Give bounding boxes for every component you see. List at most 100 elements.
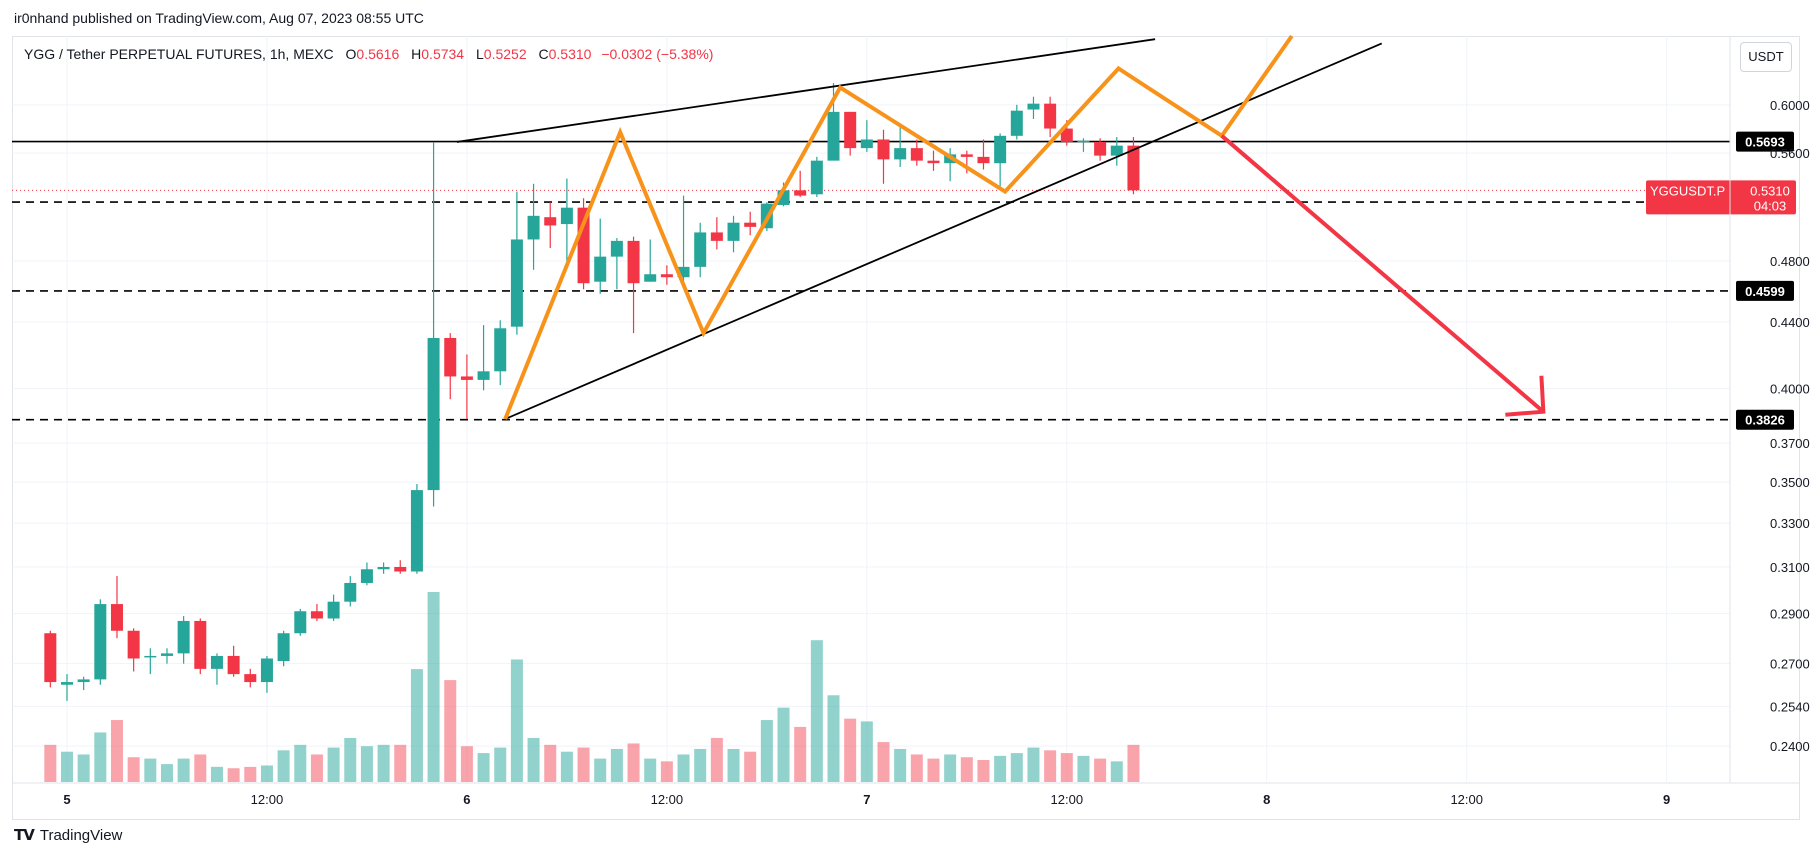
candle[interactable]	[877, 129, 890, 184]
candle[interactable]	[510, 191, 523, 335]
candle[interactable]	[527, 183, 540, 270]
candle[interactable]	[1094, 138, 1107, 161]
candle-body	[60, 682, 73, 685]
candle[interactable]	[1044, 96, 1057, 138]
candle-body	[527, 215, 540, 240]
volume-bar	[994, 755, 1007, 782]
volume-bar	[194, 754, 207, 782]
candle[interactable]	[227, 645, 240, 677]
candle[interactable]	[1010, 104, 1023, 140]
candle-body	[1127, 145, 1140, 191]
candle[interactable]	[77, 676, 90, 691]
volume-bar	[744, 751, 757, 782]
candle[interactable]	[1027, 96, 1040, 119]
candle[interactable]	[244, 668, 257, 688]
candle-body	[910, 148, 923, 161]
candle[interactable]	[210, 653, 223, 685]
volume-bar	[544, 744, 557, 782]
candle[interactable]	[660, 265, 673, 285]
volume-bar	[144, 758, 157, 782]
y-tick-label: 0.4000	[1770, 382, 1810, 397]
candle[interactable]	[994, 133, 1007, 187]
candle[interactable]	[327, 594, 340, 621]
currency-button[interactable]: USDT	[1740, 42, 1792, 72]
candle[interactable]	[144, 648, 157, 675]
volume-bar	[894, 748, 907, 782]
candle[interactable]	[544, 202, 557, 248]
candle[interactable]	[744, 211, 757, 236]
candle-body	[994, 135, 1007, 164]
candle[interactable]	[627, 236, 640, 334]
current-price-tag	[1646, 180, 1796, 215]
volume-bar	[694, 748, 707, 782]
candle[interactable]	[310, 604, 323, 621]
candle[interactable]	[1127, 137, 1140, 195]
candle[interactable]	[860, 120, 873, 152]
candle[interactable]	[594, 218, 607, 294]
candle[interactable]	[910, 139, 923, 166]
candle[interactable]	[727, 215, 740, 253]
candle[interactable]	[494, 320, 507, 386]
candle[interactable]	[710, 217, 723, 250]
candle[interactable]	[460, 354, 473, 419]
y-tick-label: 0.2540	[1770, 699, 1810, 714]
forecast-arrow[interactable]	[1220, 134, 1545, 414]
candle[interactable]	[160, 648, 173, 664]
candle[interactable]	[694, 222, 707, 278]
candle[interactable]	[344, 576, 357, 607]
candle[interactable]	[477, 325, 490, 391]
candle-body	[210, 655, 223, 669]
low-value: 0.5252	[483, 46, 527, 62]
candle[interactable]	[1110, 137, 1123, 166]
candle[interactable]	[60, 674, 73, 701]
candle[interactable]	[194, 618, 207, 675]
candle[interactable]	[394, 560, 407, 574]
candle[interactable]	[360, 562, 373, 586]
candle-body	[844, 111, 857, 149]
close-label: C	[538, 46, 549, 62]
candle[interactable]	[410, 484, 423, 574]
candle[interactable]	[444, 333, 457, 400]
candle[interactable]	[610, 238, 623, 290]
candle[interactable]	[277, 630, 290, 667]
footer-brand[interactable]: 𝗧𝗩 TradingView	[14, 826, 122, 845]
candle[interactable]	[577, 198, 590, 290]
volume-bar	[227, 768, 240, 782]
candle[interactable]	[644, 239, 657, 282]
x-tick-label: 12:00	[251, 792, 284, 807]
pattern-zigzag[interactable]	[503, 34, 1294, 420]
volume-bar	[960, 757, 973, 782]
candle[interactable]	[44, 630, 57, 688]
open-label: O	[345, 46, 357, 62]
candle[interactable]	[810, 156, 823, 197]
volume-bar	[77, 754, 90, 782]
candle[interactable]	[294, 608, 307, 636]
candle[interactable]	[977, 139, 990, 170]
candle-body	[477, 371, 490, 380]
candle[interactable]	[894, 124, 907, 167]
candle[interactable]	[377, 562, 390, 574]
candle-body	[44, 633, 57, 683]
candle[interactable]	[110, 576, 123, 639]
candle[interactable]	[94, 599, 107, 685]
trendline[interactable]	[456, 38, 1156, 143]
candle-body	[194, 620, 207, 669]
candle-body	[744, 222, 757, 227]
volume-bar	[1110, 761, 1123, 782]
volume-bar	[827, 695, 840, 782]
candle[interactable]	[844, 111, 857, 156]
candle[interactable]	[927, 150, 940, 171]
candle[interactable]	[677, 195, 690, 284]
candle[interactable]	[427, 141, 440, 507]
candle[interactable]	[127, 628, 140, 672]
candle[interactable]	[560, 178, 573, 263]
trendline[interactable]	[504, 42, 1383, 420]
candle[interactable]	[260, 655, 273, 693]
candle[interactable]	[177, 616, 190, 664]
candle-body	[777, 190, 790, 205]
volume-bar	[844, 718, 857, 782]
candle-body	[677, 266, 690, 278]
candle[interactable]	[1077, 138, 1090, 152]
candle[interactable]	[794, 170, 807, 197]
